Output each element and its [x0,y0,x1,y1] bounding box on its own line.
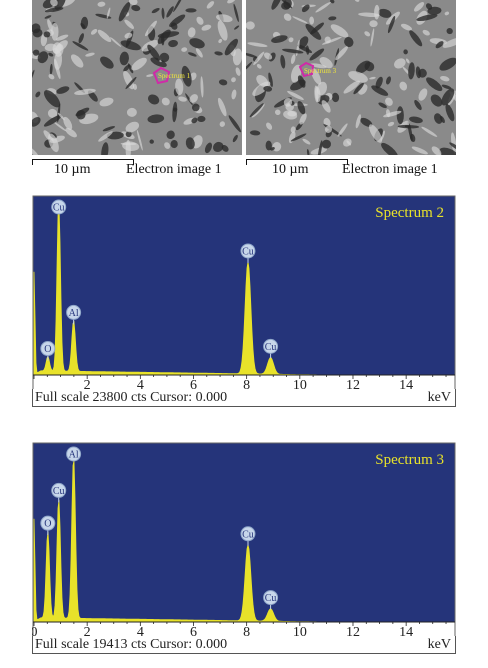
peak-marker-al [66,304,82,320]
x-tick-label: 8 [243,625,250,640]
peak-label-al: Al [69,450,79,461]
peak-marker-cu [51,482,67,498]
peak-marker-cu [51,199,67,215]
peak-label-cu: Cu [53,203,65,214]
x-tick-label: 2 [84,625,91,640]
image-label: Electron image 1 [126,162,222,177]
spectrum-3-panel: O Cu Al Cu Cu Spectrum 3 0 2 4 6 8 10 12 14 Full scal… [32,442,456,654]
image-label: Electron image 1 [342,162,438,177]
scale-row-right: 10 µm Electron image 1 [246,158,456,178]
peak-marker-al [66,446,82,462]
spectrum-footer: Full scale 19413 cts Cursor: 0.000 keV [32,636,456,654]
x-tick-label: 4 [137,625,144,640]
scale-label: 10 µm [54,162,91,177]
sem-image-right: Spectrum 3 [246,0,456,155]
peak-marker-o [40,515,56,531]
x-tick-label: 4 [137,378,144,393]
x-tick-label: 0 [32,625,38,640]
scale-label: 10 µm [272,162,309,177]
x-tick-label: 8 [243,378,250,393]
chart-title: Spectrum 2 [375,205,444,221]
peak-label-cu: Cu [53,486,65,497]
sem-texture-left: Spectrum 1 [32,0,242,155]
x-tick-label: 6 [190,625,197,640]
sem-image-left: Spectrum 1 [32,0,242,155]
chart-title: Spectrum 3 [375,452,444,468]
spectrum-2-panel: O Cu Al Cu Cu Spectrum 2 2 4 6 8 10 12 14 Full scale… [32,195,456,407]
scale-row-left: 10 µm Electron image 1 [32,158,242,178]
x-axis-unit: keV [427,390,451,405]
peak-marker-cu [240,526,256,542]
peak-label-cu: Cu [242,246,254,257]
peak-label-cu: Cu [265,342,277,353]
full-scale-readout: Full scale 19413 cts Cursor: 0.000 [35,637,228,652]
spectrum-label: Spectrum 3 [304,67,337,75]
peak-marker-cu [240,243,256,259]
spectrum-label: Spectrum 1 [158,72,191,80]
peak-label-o: O [44,344,51,355]
peak-marker-cu [263,338,279,354]
x-axis-unit: keV [427,637,451,652]
spectrum-marker [298,61,315,78]
x-tick-label: 2 [84,378,91,393]
spectrum-marker [152,66,171,85]
peak-label-cu: Cu [265,593,277,604]
x-tick-label: 6 [190,378,197,393]
sem-texture-right: Spectrum 3 [246,0,456,155]
peak-marker-o [40,341,56,357]
full-scale-readout: Full scale 23800 cts Cursor: 0.000 [35,390,228,405]
peak-label-cu: Cu [242,529,254,540]
peak-label-o: O [44,519,51,530]
peak-marker-cu [263,590,279,606]
scale-bar [32,159,134,165]
scale-bar [246,159,348,165]
spectrum-footer: Full scale 23800 cts Cursor: 0.000 keV [32,389,456,407]
peak-label-al: Al [69,308,79,319]
